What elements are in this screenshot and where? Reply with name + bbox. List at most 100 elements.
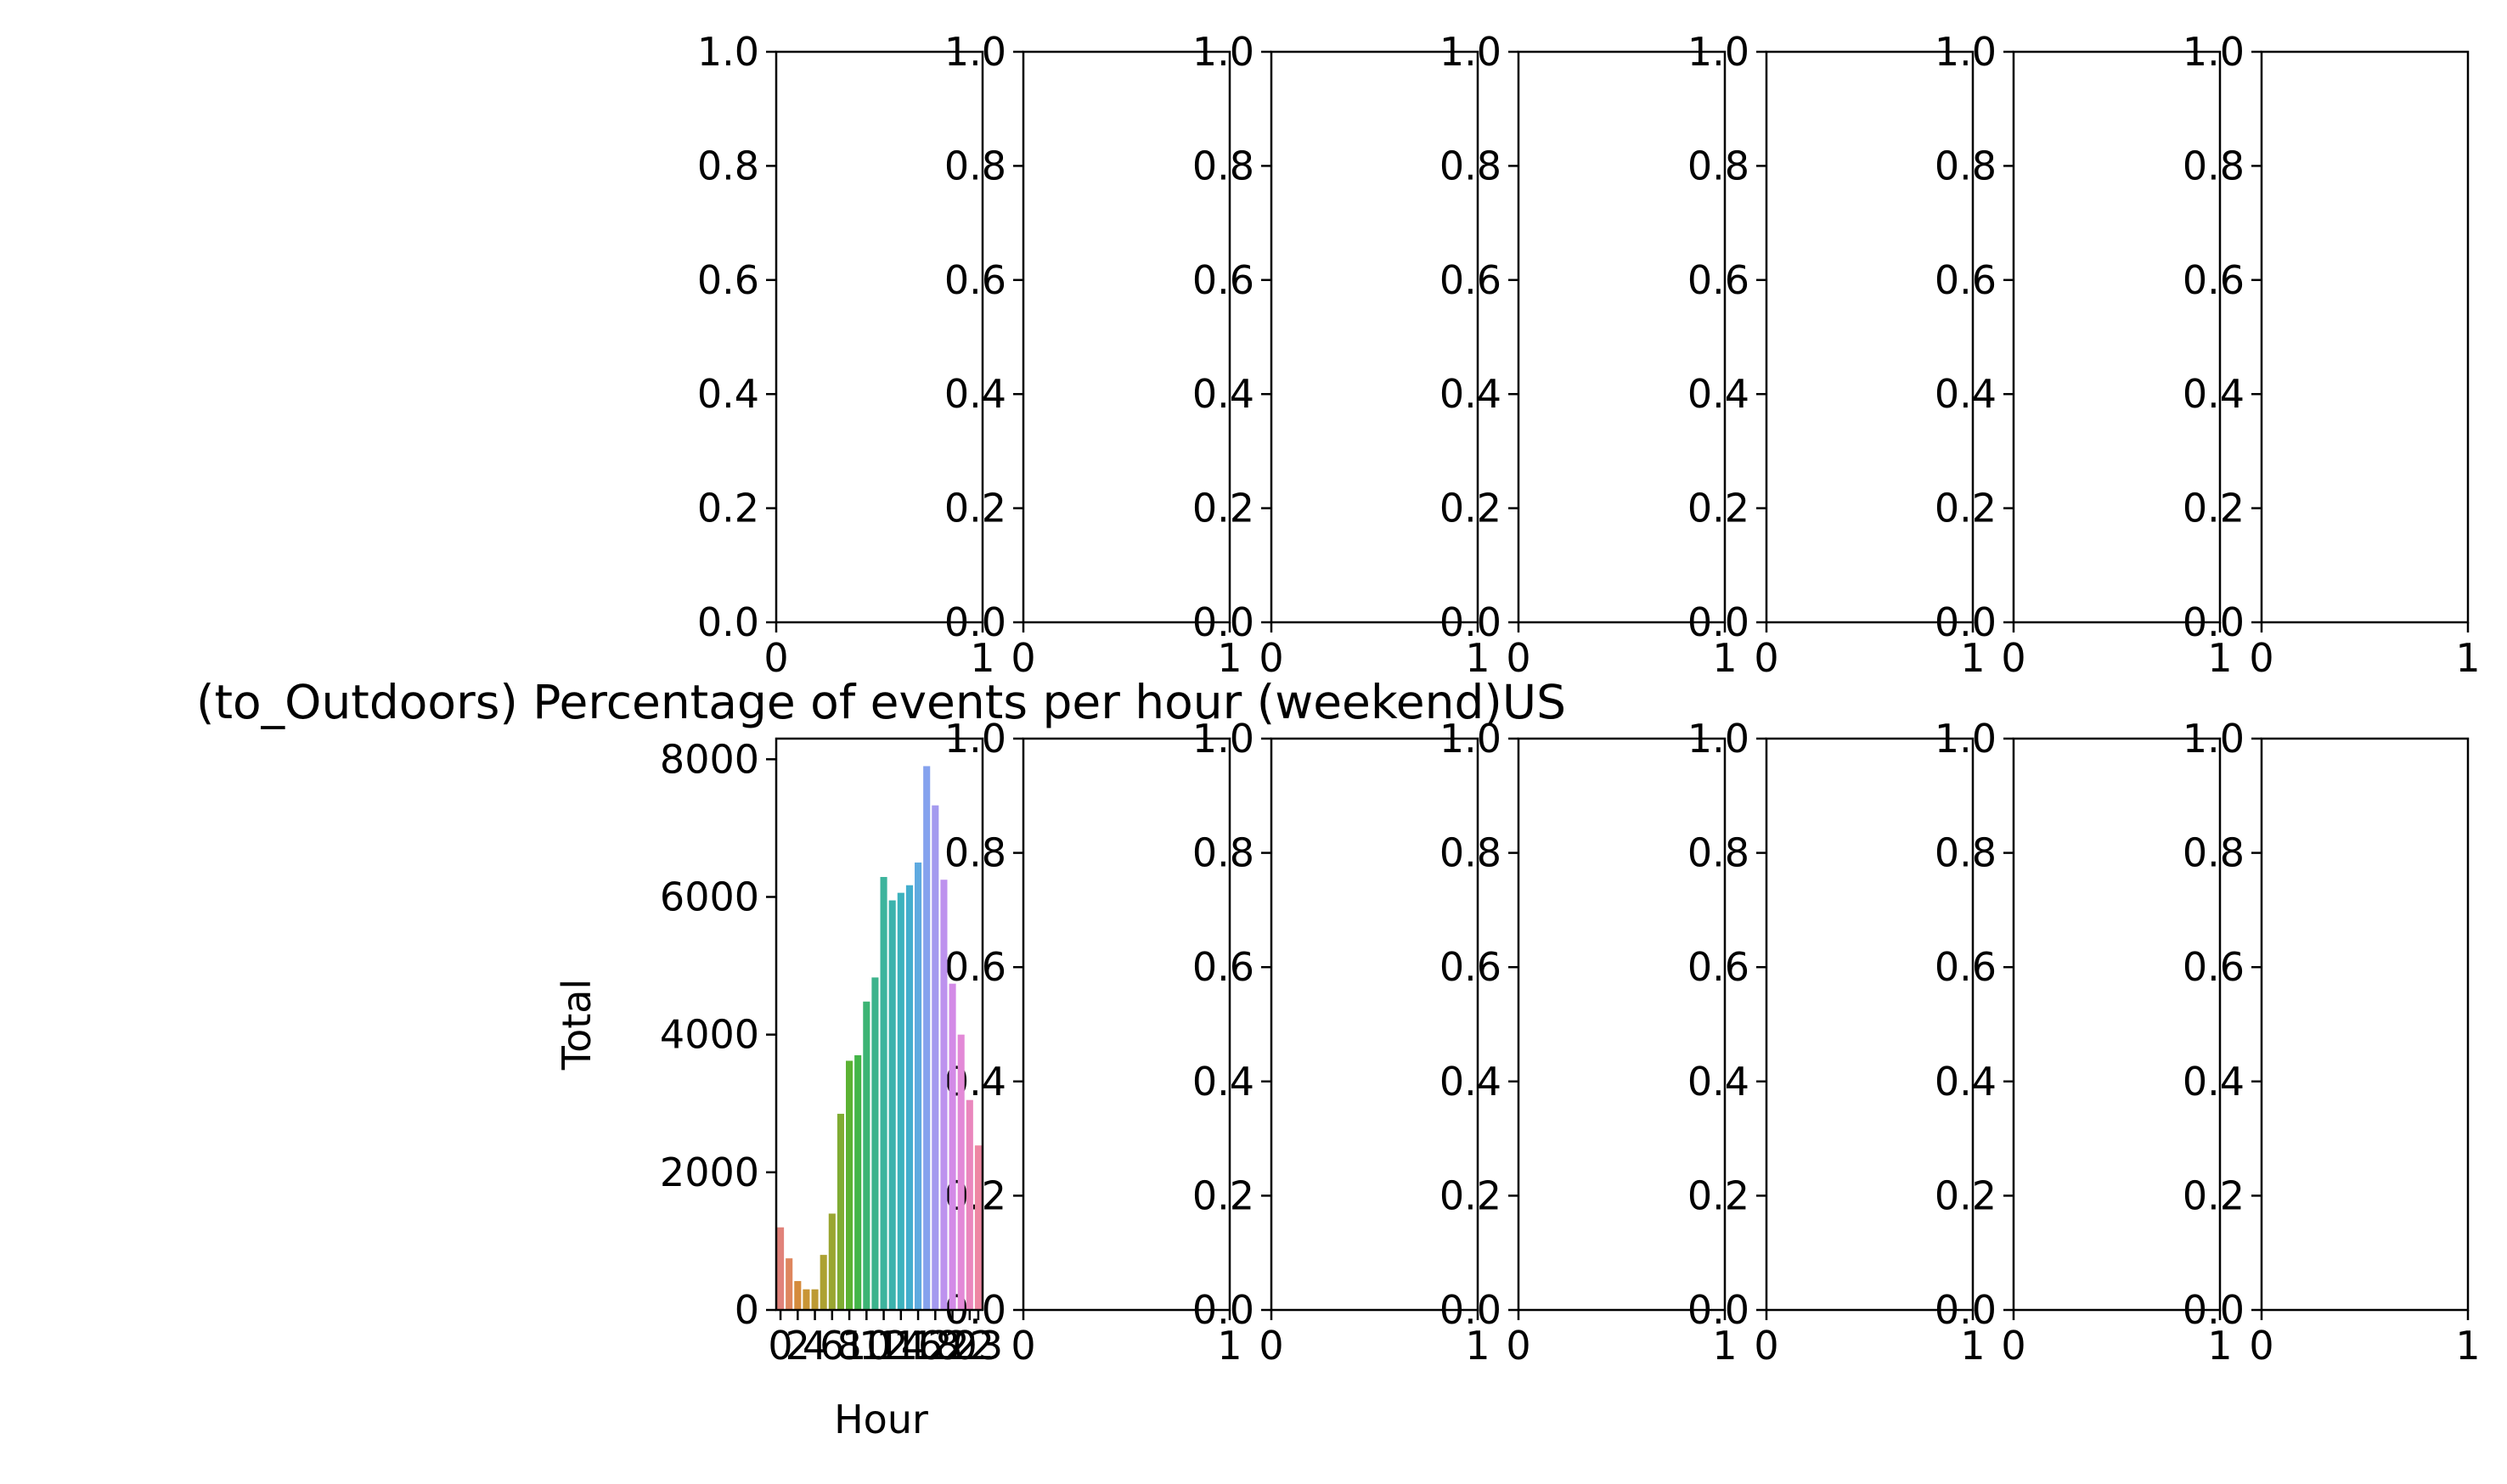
x-tick-label: 22 bbox=[945, 1323, 995, 1369]
x-tick-label: 2 bbox=[786, 1323, 810, 1369]
empty-subplot-11: 0.00.20.40.60.81.00 1 bbox=[1935, 716, 2233, 1369]
y-tick-label: 0.2 bbox=[1687, 1172, 1749, 1218]
y-tick-label: 1.0 bbox=[1439, 29, 1501, 75]
x-tick-label: 20 bbox=[927, 1323, 977, 1369]
y-tick-label: 6000 bbox=[660, 874, 759, 919]
y-tick-label: 0.6 bbox=[1439, 257, 1501, 303]
x-tick-label: 10 bbox=[842, 1323, 892, 1369]
y-tick-label: 0.4 bbox=[1687, 1059, 1749, 1105]
y-tick-label: 0.6 bbox=[1687, 257, 1749, 303]
y-tick-label: 0.4 bbox=[2183, 1059, 2245, 1105]
bar-hour-20 bbox=[949, 983, 956, 1310]
x-tick-label: 1 bbox=[1960, 1323, 1985, 1369]
x-tick-label: 0 bbox=[763, 635, 788, 681]
y-tick-label: 0.0 bbox=[1192, 1287, 1254, 1333]
y-tick-label: 1.0 bbox=[1687, 29, 1749, 75]
y-tick-label: 0.6 bbox=[1192, 257, 1254, 303]
y-tick-label: 0.8 bbox=[1935, 143, 1997, 188]
empty-subplot-3: 0.00.20.40.60.81.00 1 bbox=[1439, 29, 1738, 681]
y-tick-label: 0.6 bbox=[2183, 944, 2245, 990]
bar-hour-8 bbox=[846, 1060, 854, 1310]
x-tick-label: 1 bbox=[1960, 635, 1985, 681]
x-tick-label: 0 bbox=[1259, 635, 1283, 681]
x-tick-label: 0 bbox=[1011, 635, 1035, 681]
x-tick-label: 0 bbox=[2249, 635, 2273, 681]
y-tick-label: 0.8 bbox=[1439, 143, 1501, 188]
empty-subplot-4: 0.00.20.40.60.81.00 1 bbox=[1687, 29, 1986, 681]
bar-hour-22 bbox=[966, 1099, 973, 1310]
y-tick-label: 0.2 bbox=[697, 486, 759, 531]
subplot-frame bbox=[1270, 737, 1479, 1312]
y-tick-label: 0.2 bbox=[1935, 1172, 1997, 1218]
empty-subplot-5: 0.00.20.40.60.81.00 1 bbox=[1935, 29, 2233, 681]
empty-subplot-7: 0.00.20.40.60.81.001 bbox=[944, 716, 1242, 1369]
y-tick-label: 0.6 bbox=[944, 257, 1006, 303]
x-tick-label: 1 bbox=[1217, 1323, 1242, 1369]
y-tick-label: 0.8 bbox=[1439, 830, 1501, 876]
y-tick-label: 0.0 bbox=[1687, 599, 1749, 645]
y-tick-label: 0.6 bbox=[1687, 944, 1749, 990]
subplot-frame bbox=[775, 50, 984, 624]
y-tick-label: 0.2 bbox=[1687, 486, 1749, 531]
subplot-frame bbox=[1517, 50, 1727, 624]
y-tick-label: 0.8 bbox=[2183, 830, 2245, 876]
y-tick-label: 1.0 bbox=[1439, 716, 1501, 762]
y-tick-label: 0.4 bbox=[1192, 371, 1254, 417]
x-tick-label: 0 bbox=[2249, 1323, 2273, 1369]
bar-hour-14 bbox=[897, 892, 904, 1310]
x-tick-label: 1 bbox=[1465, 1323, 1490, 1369]
y-tick-label: 0.0 bbox=[1687, 1287, 1749, 1333]
y-tick-label: 1.0 bbox=[697, 29, 759, 75]
subplot-frame bbox=[1022, 737, 1231, 1312]
y-tick-label: 0.4 bbox=[1192, 1059, 1254, 1105]
bar-hour-12 bbox=[880, 876, 887, 1310]
x-tick-label: 1 bbox=[970, 635, 994, 681]
y-tick-label: 0.0 bbox=[944, 599, 1006, 645]
y-tick-label: 1.0 bbox=[2183, 29, 2245, 75]
x-tick-label: 1 bbox=[1712, 1323, 1737, 1369]
y-tick-label: 0.8 bbox=[2183, 143, 2245, 188]
bar-hour-18 bbox=[932, 805, 939, 1310]
empty-subplot-2: 0.00.20.40.60.81.00 1 bbox=[1192, 29, 1490, 681]
x-tick-label: 8 bbox=[837, 1323, 861, 1369]
y-tick-label: 0.4 bbox=[2183, 371, 2245, 417]
y-tick-label: 0.2 bbox=[1192, 486, 1254, 531]
x-tick-label: 0 bbox=[1754, 1323, 1778, 1369]
y-tick-label: 0.2 bbox=[2183, 486, 2245, 531]
y-tick-label: 0.0 bbox=[697, 599, 759, 645]
x-tick-label: 23 bbox=[954, 1323, 1004, 1369]
bar-hour-2 bbox=[794, 1280, 802, 1310]
y-tick-label: 0.2 bbox=[1935, 486, 1997, 531]
x-tick-label: 14 bbox=[876, 1323, 927, 1369]
x-tick-label: 16 bbox=[893, 1323, 944, 1369]
y-tick-label: 0.8 bbox=[1935, 830, 1997, 876]
y-tick-label: 1.0 bbox=[1935, 716, 1997, 762]
bar-hour-19 bbox=[940, 880, 948, 1310]
y-tick-label: 0.6 bbox=[697, 257, 759, 303]
x-tick-label: 12 bbox=[859, 1323, 909, 1369]
bar-hour-9 bbox=[854, 1054, 862, 1310]
subplot-frame bbox=[1517, 737, 1727, 1312]
y-tick-label: 0.2 bbox=[1439, 486, 1501, 531]
x-tick-label: 0 bbox=[768, 1323, 792, 1369]
y-tick-label: 0.4 bbox=[697, 371, 759, 417]
subplot-frame bbox=[2260, 737, 2470, 1312]
x-tick-label: 0 bbox=[1011, 1323, 1035, 1369]
y-tick-label: 0.2 bbox=[944, 486, 1006, 531]
subplot-frame bbox=[2012, 737, 2222, 1312]
subplot-frame bbox=[2260, 50, 2470, 624]
bar-hour-15 bbox=[905, 885, 913, 1310]
y-tick-label: 4000 bbox=[660, 1012, 759, 1058]
x-axis-label: Hour bbox=[834, 1397, 928, 1442]
empty-subplot-12: 0.00.20.40.60.81.00 1 bbox=[2183, 716, 2481, 1369]
empty-subplot-9: 0.00.20.40.60.81.00 1 bbox=[1439, 716, 1738, 1369]
x-tick-label: 0 bbox=[1506, 1323, 1530, 1369]
y-tick-label: 0.0 bbox=[1935, 599, 1997, 645]
empty-subplot-10: 0.00.20.40.60.81.00 1 bbox=[1687, 716, 1986, 1369]
x-tick-label: 0 bbox=[1754, 635, 1778, 681]
y-tick-label: 0.4 bbox=[1439, 371, 1501, 417]
x-tick-label: 1 bbox=[1712, 635, 1737, 681]
bar-hour-7 bbox=[837, 1113, 844, 1310]
x-tick-label: 1 bbox=[2207, 635, 2232, 681]
